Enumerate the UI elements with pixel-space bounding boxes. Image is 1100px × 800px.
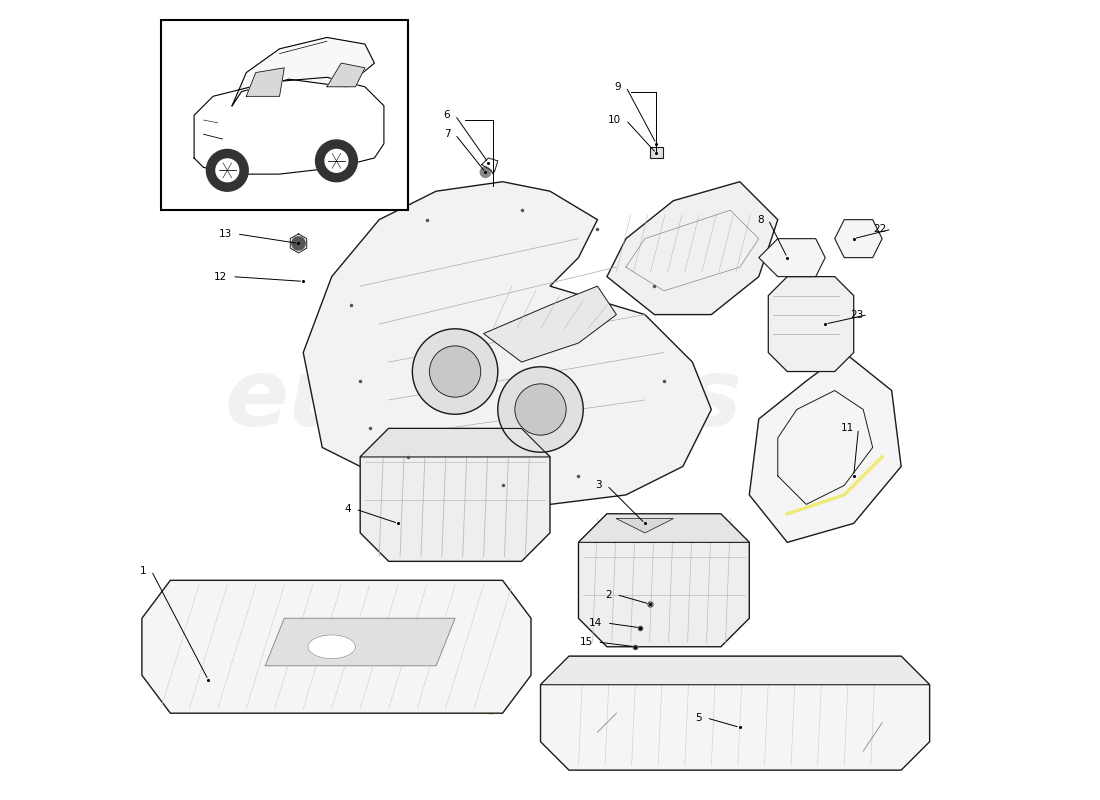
Text: euroParts: euroParts xyxy=(224,354,743,446)
Ellipse shape xyxy=(277,278,311,294)
Circle shape xyxy=(207,150,249,191)
Circle shape xyxy=(326,150,348,172)
Polygon shape xyxy=(749,353,901,542)
Text: 7: 7 xyxy=(443,130,450,139)
FancyBboxPatch shape xyxy=(650,146,663,158)
Polygon shape xyxy=(835,220,882,258)
Ellipse shape xyxy=(308,635,355,658)
Text: 12: 12 xyxy=(214,272,228,282)
Polygon shape xyxy=(579,514,749,542)
Polygon shape xyxy=(616,518,673,533)
Polygon shape xyxy=(360,429,550,457)
Text: 8: 8 xyxy=(757,214,763,225)
Polygon shape xyxy=(768,277,854,371)
Polygon shape xyxy=(304,182,712,504)
Text: 13: 13 xyxy=(219,229,232,239)
Polygon shape xyxy=(540,656,930,685)
Text: 10: 10 xyxy=(608,115,622,125)
Circle shape xyxy=(429,346,481,397)
Circle shape xyxy=(498,366,583,452)
Polygon shape xyxy=(265,618,455,666)
Polygon shape xyxy=(482,158,498,174)
Polygon shape xyxy=(142,580,531,713)
Circle shape xyxy=(216,159,239,182)
Ellipse shape xyxy=(270,273,318,299)
Text: 1: 1 xyxy=(140,566,146,576)
FancyBboxPatch shape xyxy=(161,20,408,210)
Text: 3: 3 xyxy=(595,481,602,490)
Polygon shape xyxy=(607,182,778,314)
Circle shape xyxy=(292,237,305,250)
Text: 4: 4 xyxy=(344,504,351,514)
Text: 11: 11 xyxy=(840,423,854,434)
Polygon shape xyxy=(540,656,930,770)
Text: 23: 23 xyxy=(850,310,864,319)
Polygon shape xyxy=(232,38,374,106)
Text: 6: 6 xyxy=(443,110,450,120)
Text: 14: 14 xyxy=(588,618,602,628)
Polygon shape xyxy=(484,286,616,362)
Polygon shape xyxy=(246,68,284,96)
Polygon shape xyxy=(360,429,550,562)
Polygon shape xyxy=(759,238,825,277)
Text: 15: 15 xyxy=(580,637,593,647)
Circle shape xyxy=(481,167,491,178)
Text: 9: 9 xyxy=(615,82,622,92)
Text: a passion for parts since 1985: a passion for parts since 1985 xyxy=(220,592,500,720)
Text: 2: 2 xyxy=(605,590,612,599)
Polygon shape xyxy=(327,63,365,87)
Polygon shape xyxy=(579,514,749,646)
Circle shape xyxy=(515,384,566,435)
Circle shape xyxy=(412,329,498,414)
Text: 22: 22 xyxy=(873,224,887,234)
Polygon shape xyxy=(194,78,384,174)
Circle shape xyxy=(316,140,358,182)
Text: 5: 5 xyxy=(695,713,702,723)
